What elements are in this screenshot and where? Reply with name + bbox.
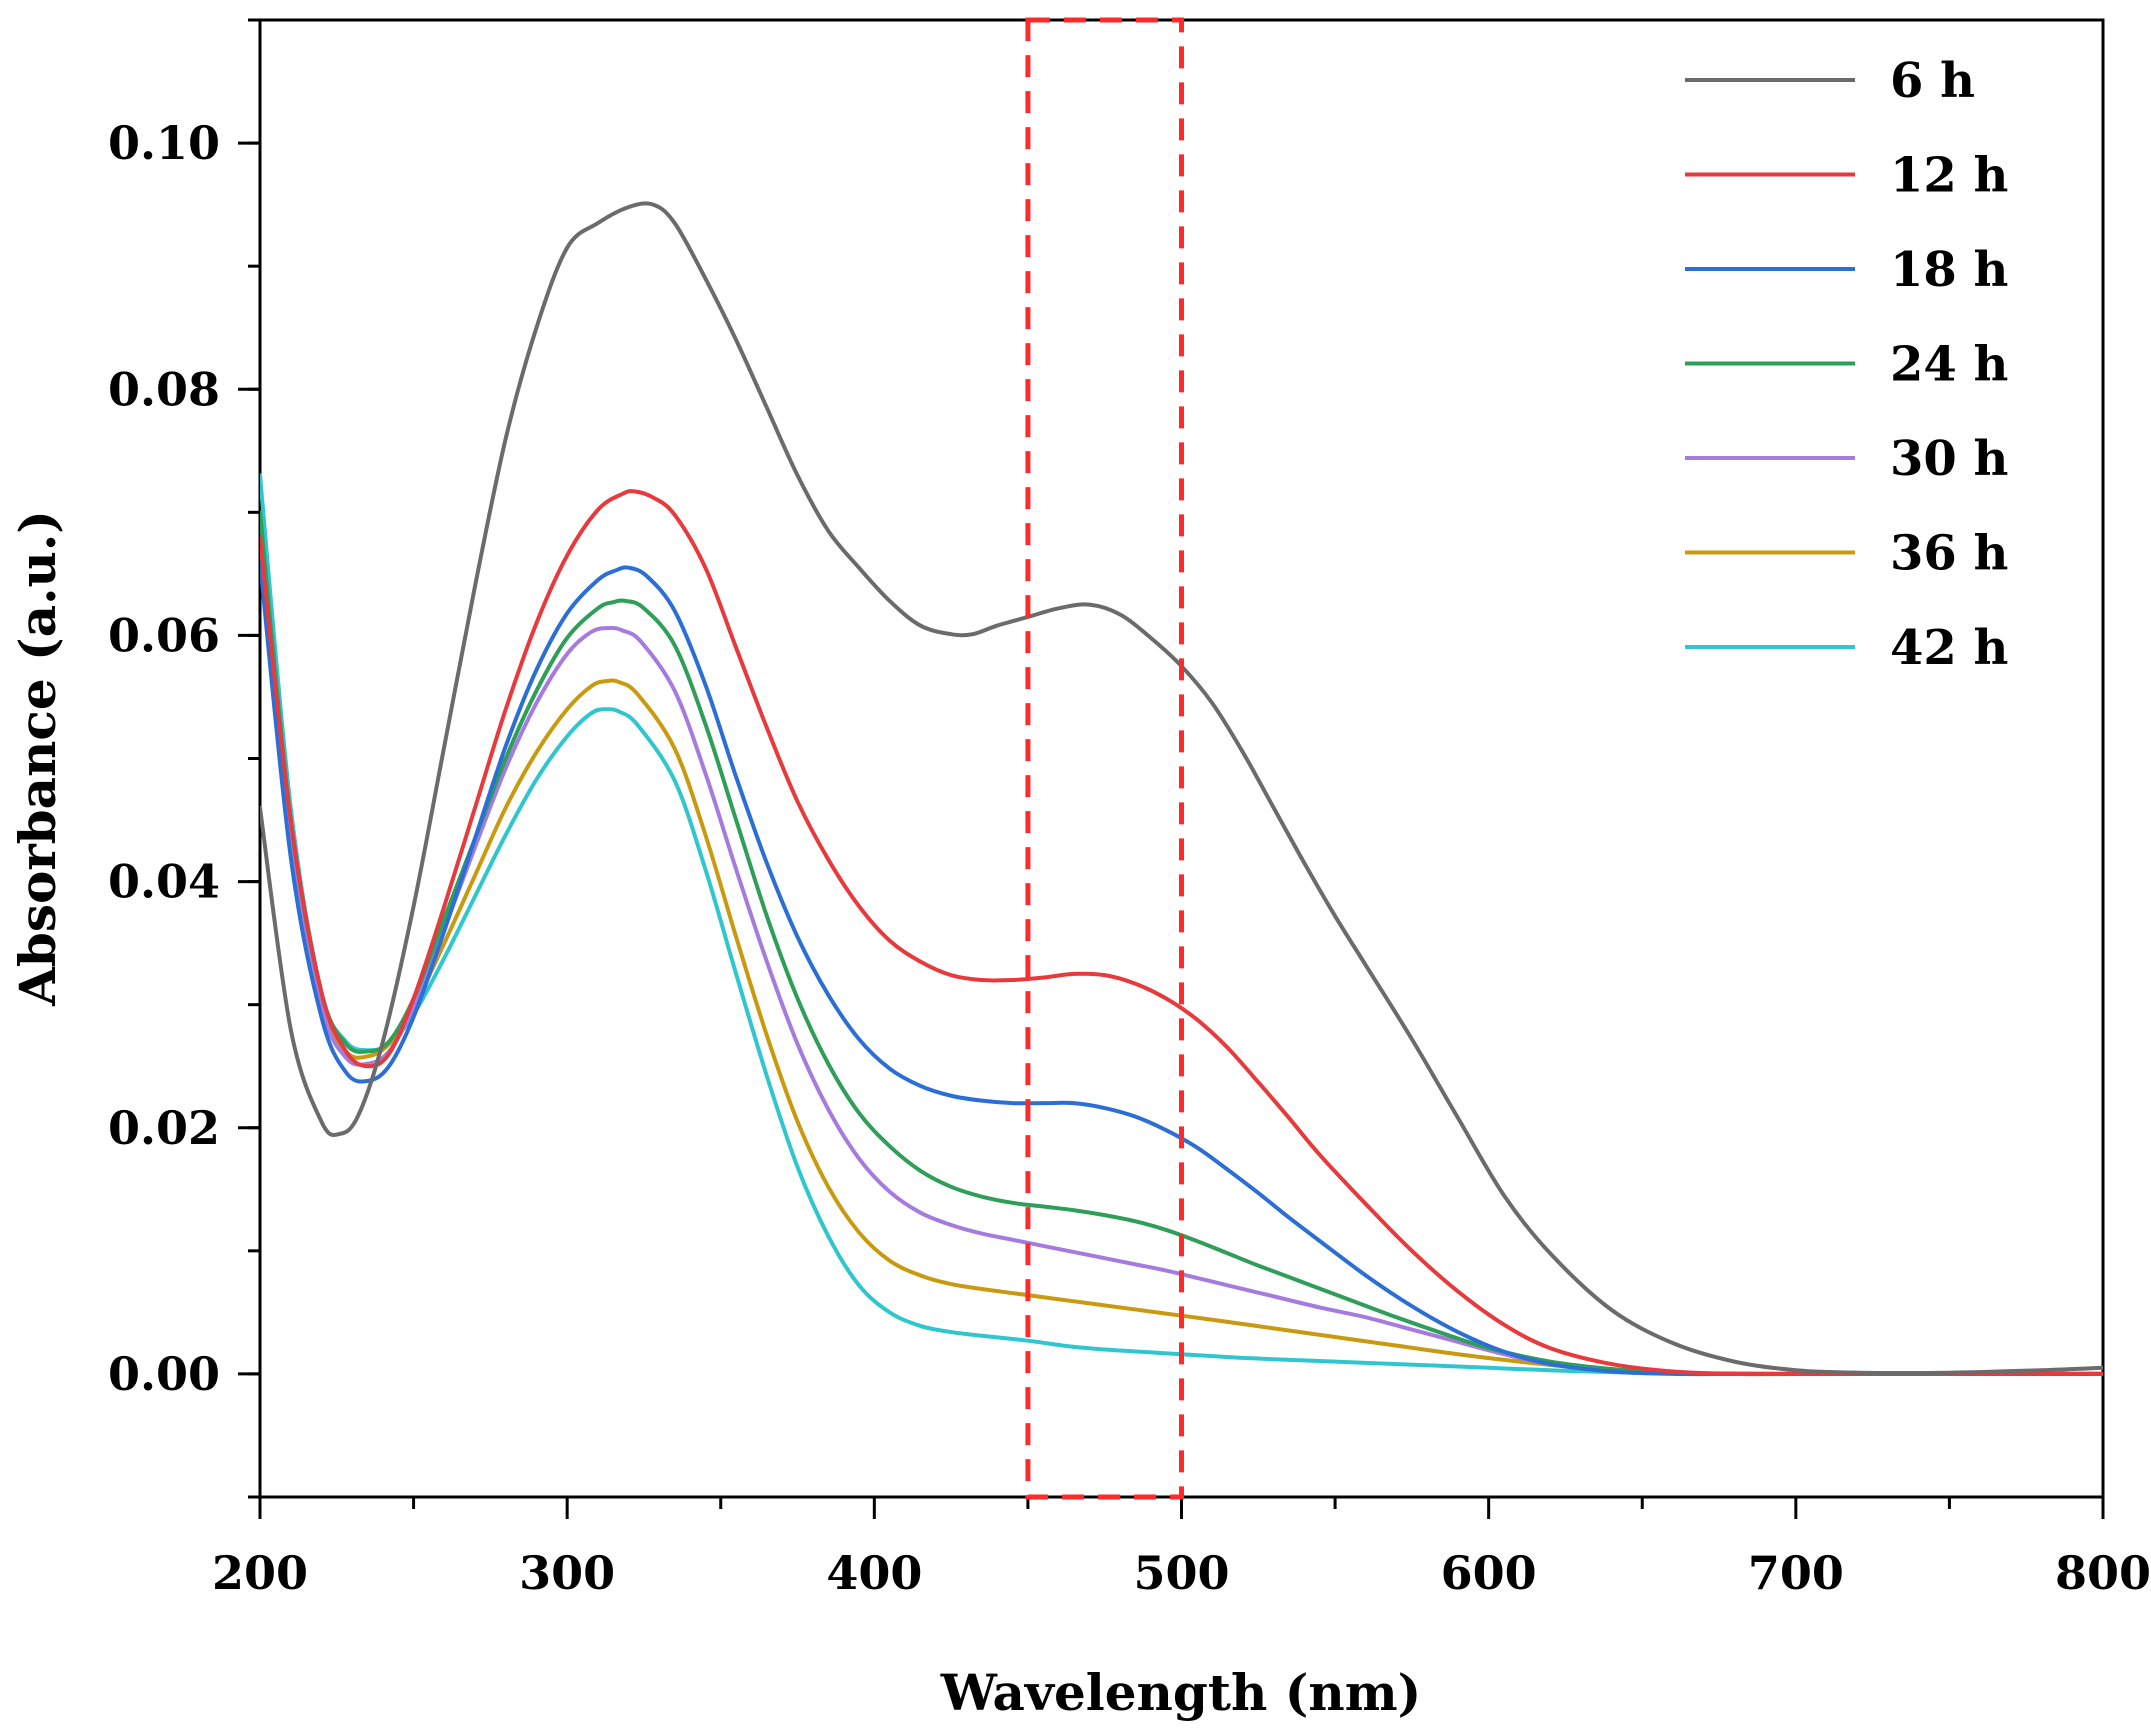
y-tick-label: 0.06 bbox=[108, 608, 220, 662]
legend-label: 12 h bbox=[1890, 148, 2008, 204]
series-line-18h bbox=[260, 559, 2103, 1377]
legend-label: 6 h bbox=[1890, 53, 1975, 109]
series-line-24h bbox=[260, 510, 2103, 1377]
legend-label: 36 h bbox=[1890, 526, 2008, 582]
highlight-region bbox=[1025, 17, 1184, 1500]
x-tick-label: 400 bbox=[826, 1546, 922, 1600]
legend-label: 42 h bbox=[1890, 620, 2008, 676]
x-tick-label: 600 bbox=[1441, 1546, 1537, 1600]
y-tick-label: 0.08 bbox=[108, 362, 220, 416]
y-tick-label: 0.10 bbox=[108, 116, 220, 170]
y-tick-label: 0.02 bbox=[108, 1101, 220, 1155]
x-tick-label: 500 bbox=[1133, 1546, 1229, 1600]
x-axis-label: Wavelength (nm) bbox=[940, 1663, 1422, 1722]
y-tick-label: 0.04 bbox=[108, 855, 220, 909]
y-tick-label: 0.00 bbox=[108, 1347, 220, 1401]
legend-label: 24 h bbox=[1890, 337, 2008, 393]
series-line-6h bbox=[260, 201, 2103, 1375]
x-tick-label: 200 bbox=[212, 1546, 308, 1600]
series-line-12h bbox=[260, 489, 2103, 1377]
y-axis-label: Absorbance (a.u.) bbox=[8, 510, 67, 1007]
legend-label: 18 h bbox=[1890, 242, 2008, 298]
x-tick-label: 700 bbox=[1748, 1546, 1844, 1600]
x-tick-label: 800 bbox=[2055, 1546, 2151, 1600]
legend-label: 30 h bbox=[1890, 431, 2008, 487]
x-tick-label: 300 bbox=[519, 1546, 615, 1600]
